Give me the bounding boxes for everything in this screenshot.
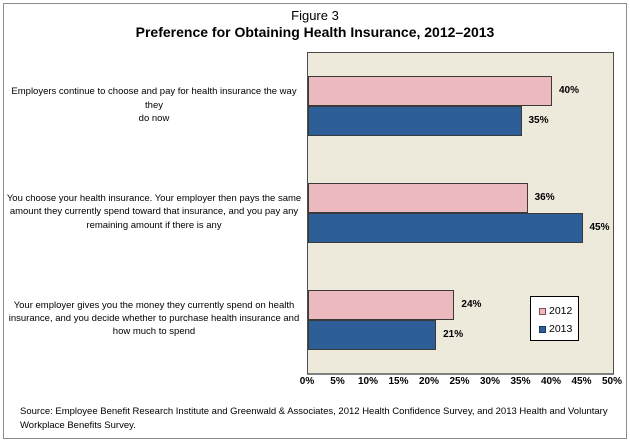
value-label-2012: 36% (534, 192, 555, 203)
figure-title: Preference for Obtaining Health Insuranc… (135, 24, 495, 40)
value-label-2013: 21% (443, 329, 464, 340)
x-tick-label: 15% (388, 376, 409, 387)
bar-2013 (308, 320, 437, 350)
legend-item-2012: 2012 (539, 303, 578, 319)
legend-swatch-2012-icon (539, 307, 546, 315)
figure-label: Figure 3 (291, 8, 339, 23)
value-label-2012: 40% (559, 85, 580, 96)
category-label: Employers continue to choose and pay for… (11, 86, 297, 124)
legend: 2012 2013 (530, 296, 579, 341)
bar-2012 (308, 290, 455, 320)
x-tick-label: 10% (357, 376, 379, 387)
x-tick-label: 20% (418, 376, 440, 387)
x-tick-label: 45% (571, 376, 592, 387)
value-label-2013: 45% (589, 222, 610, 233)
category-label: Your employer gives you the money they c… (8, 299, 300, 338)
category-labels: Employers continue to choose and pay for… (4, 52, 304, 372)
legend-label-2013: 2013 (549, 323, 573, 335)
value-label-2013: 35% (528, 115, 549, 126)
source-note: Source: Employee Benefit Research Instit… (20, 406, 608, 432)
value-label-2012: 24% (461, 299, 482, 310)
x-tick-label: 35% (510, 376, 531, 387)
bar-2013 (308, 106, 522, 136)
legend-label-2012: 2012 (549, 305, 573, 317)
legend-swatch-2013-icon (539, 325, 546, 333)
x-tick-label: 40% (540, 376, 562, 387)
plot-area: 2012 2013 40% 35% 36% 45% 24% 21% (307, 52, 614, 375)
x-tick-label: 5% (330, 376, 345, 387)
category-label: You choose your health insurance. Your e… (6, 193, 302, 231)
bar-2013 (308, 213, 583, 243)
x-tick-label: 30% (479, 376, 501, 387)
bar-2012 (308, 183, 528, 213)
bar-2012 (308, 76, 552, 106)
x-axis: 0% 5% 10% 15% 20% 25% 30% 35% 40% 45% 50% (300, 376, 622, 391)
legend-item-2013: 2013 (539, 321, 578, 337)
x-tick-label: 50% (601, 376, 623, 387)
x-tick-label: 0% (299, 376, 315, 387)
x-tick-label: 25% (449, 376, 470, 387)
